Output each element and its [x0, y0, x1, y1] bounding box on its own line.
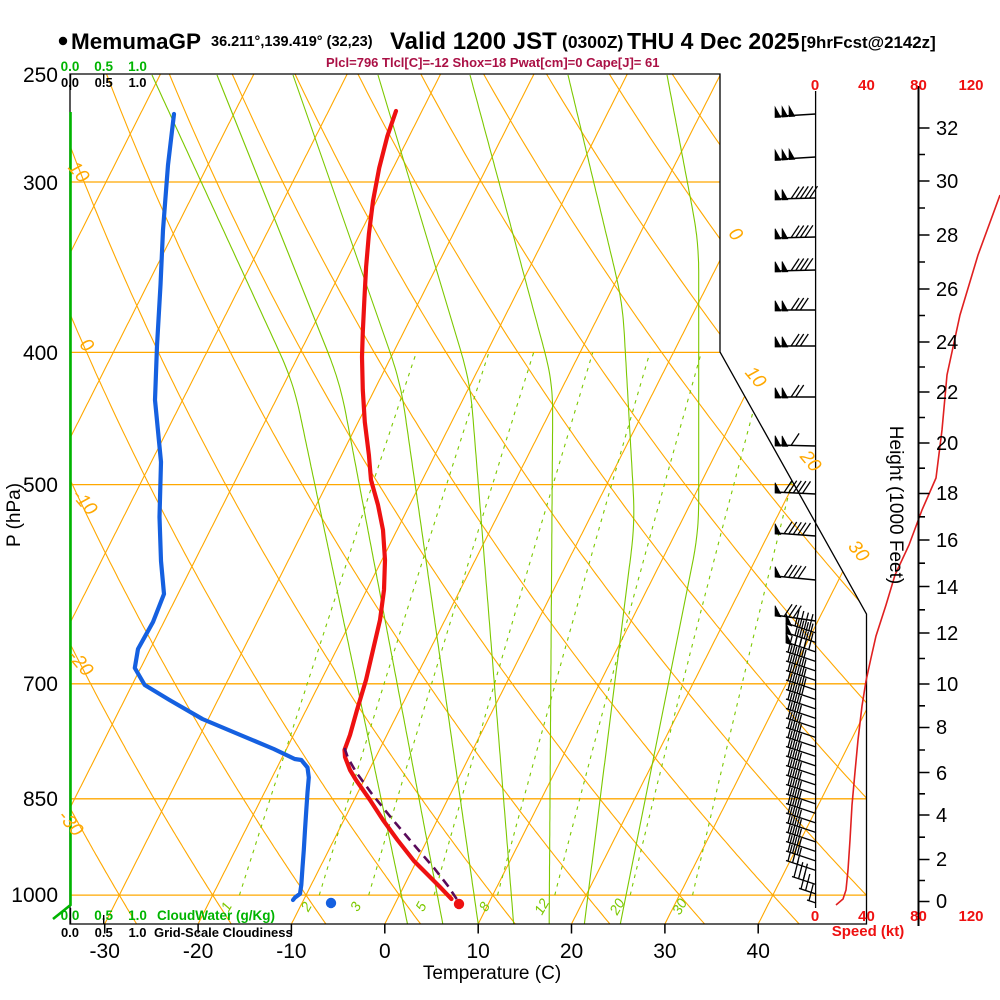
svg-text:2: 2 [936, 849, 947, 871]
svg-text:Temperature (C): Temperature (C) [423, 963, 561, 984]
svg-text:14: 14 [936, 577, 958, 599]
svg-text:1000: 1000 [11, 884, 58, 907]
svg-text:0: 0 [379, 940, 391, 963]
svg-text:36.211°,139.419° (32,23): 36.211°,139.419° (32,23) [211, 34, 373, 50]
svg-text:850: 850 [23, 788, 58, 811]
svg-text:CloudWater (g/Kg): CloudWater (g/Kg) [157, 908, 275, 923]
svg-text:40: 40 [747, 940, 770, 963]
svg-text:MemumaGP: MemumaGP [71, 29, 201, 54]
svg-text:120: 120 [958, 908, 983, 925]
svg-text:Speed (kt): Speed (kt) [832, 923, 905, 940]
svg-text:500: 500 [23, 474, 58, 497]
svg-text:1.0: 1.0 [128, 75, 146, 90]
svg-text:40: 40 [858, 77, 875, 94]
svg-text:30: 30 [668, 896, 690, 918]
svg-text:80: 80 [910, 77, 927, 94]
svg-text:30: 30 [936, 171, 958, 193]
svg-text:20: 20 [560, 940, 583, 963]
svg-text:30: 30 [653, 940, 676, 963]
svg-text:26: 26 [936, 279, 958, 301]
svg-text:6: 6 [936, 763, 947, 785]
svg-text:4: 4 [936, 805, 947, 827]
svg-text:(0300Z): (0300Z) [562, 32, 623, 52]
svg-text:Height (1000 Feet): Height (1000 Feet) [885, 426, 906, 584]
svg-text:20: 20 [936, 433, 958, 455]
svg-text:0: 0 [811, 77, 819, 94]
svg-text:22: 22 [936, 382, 958, 404]
svg-text:0: 0 [936, 891, 947, 913]
svg-text:-30: -30 [90, 940, 120, 963]
svg-text:300: 300 [23, 172, 58, 195]
svg-text:400: 400 [23, 342, 58, 365]
svg-text:Plcl=796 Tlcl[C]=-12 Shox=18 P: Plcl=796 Tlcl[C]=-12 Shox=18 Pwat[cm]=0 … [326, 55, 659, 70]
svg-text:THU 4 Dec 2025: THU 4 Dec 2025 [627, 28, 800, 54]
svg-text:32: 32 [936, 118, 958, 140]
svg-text:Grid-Scale Cloudiness: Grid-Scale Cloudiness [154, 925, 293, 940]
svg-text:0.0: 0.0 [61, 59, 80, 74]
svg-text:12: 12 [936, 623, 958, 645]
svg-text:24: 24 [936, 332, 958, 354]
svg-text:28: 28 [936, 225, 958, 247]
svg-text:250: 250 [23, 64, 58, 87]
svg-text:12: 12 [531, 896, 553, 918]
svg-text:80: 80 [910, 908, 927, 925]
svg-text:0.0: 0.0 [61, 925, 79, 940]
svg-text:0.5: 0.5 [94, 59, 113, 74]
svg-text:10: 10 [936, 674, 958, 696]
svg-text:10: 10 [466, 940, 489, 963]
svg-text:1.0: 1.0 [128, 925, 146, 940]
svg-text:1.0: 1.0 [128, 908, 147, 923]
svg-text:120: 120 [958, 77, 983, 94]
svg-text:700: 700 [23, 673, 58, 696]
svg-text:P (hPa): P (hPa) [4, 483, 25, 547]
svg-text:1.0: 1.0 [128, 59, 147, 74]
svg-text:20: 20 [606, 896, 628, 919]
svg-text:Valid 1200 JST: Valid 1200 JST [390, 28, 557, 55]
svg-text:[9hrFcst@2142z]: [9hrFcst@2142z] [801, 33, 936, 52]
svg-text:16: 16 [936, 530, 958, 552]
svg-text:40: 40 [858, 908, 875, 925]
svg-text:18: 18 [936, 483, 958, 505]
svg-text:0.5: 0.5 [95, 925, 113, 940]
svg-text:-10: -10 [276, 940, 306, 963]
svg-text:-20: -20 [183, 940, 213, 963]
svg-text:0: 0 [811, 908, 819, 925]
svg-text:8: 8 [936, 717, 947, 739]
